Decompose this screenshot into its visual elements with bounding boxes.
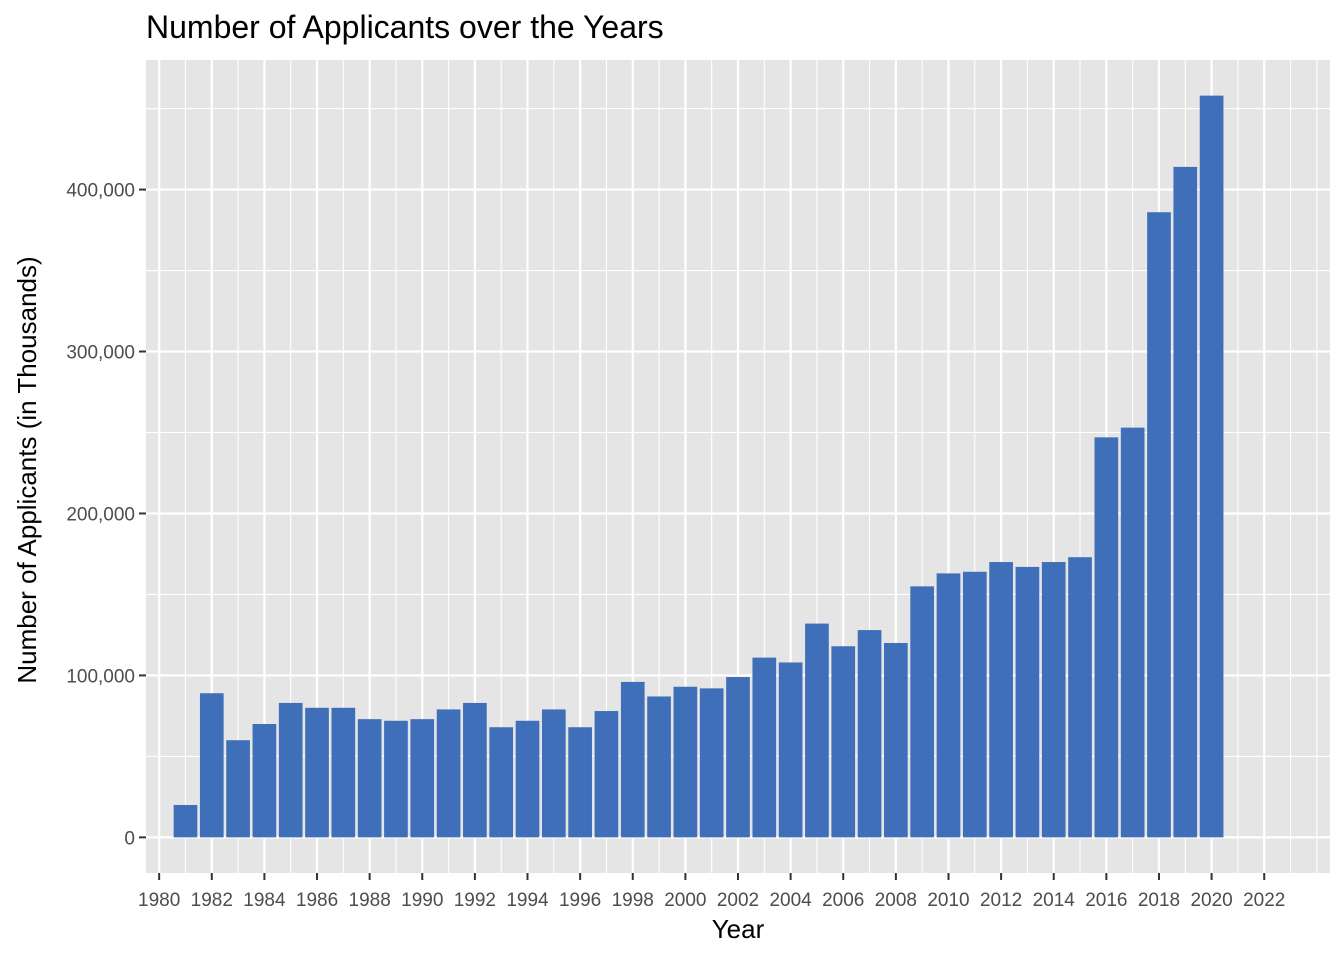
bar-1986: [305, 707, 329, 838]
x-tick-label: 2004: [769, 890, 812, 911]
bar-1985: [278, 702, 303, 838]
x-axis: 1980 1982 1984 1986 1988 1990 1992 1994 1996 1998…: [138, 873, 1285, 911]
x-tick-label: 2014: [1033, 890, 1076, 911]
x-tick-label: 1982: [191, 890, 233, 911]
bar-2003: [752, 657, 777, 838]
bar-1993: [489, 727, 514, 838]
x-tick-label: 2000: [664, 890, 706, 911]
bar-2006: [831, 646, 856, 838]
bar-1989: [384, 720, 408, 838]
bar-1998: [620, 681, 645, 838]
bar-2014: [1041, 562, 1066, 838]
bar-2010: [936, 573, 961, 838]
y-tick-label: 300,000: [66, 343, 135, 364]
bar-2019: [1173, 166, 1198, 838]
bar-1983: [226, 740, 250, 838]
x-tick-label: 2010: [927, 890, 969, 911]
bar-1988: [357, 719, 382, 838]
x-tick-label: 1992: [454, 890, 496, 911]
x-tick-label: 1984: [243, 890, 286, 911]
bar-2015: [1068, 557, 1092, 838]
bar-1991: [436, 709, 461, 838]
y-tick-label: 400,000: [66, 181, 135, 202]
x-tick-label: 2002: [717, 890, 759, 911]
x-tick-label: 2012: [980, 890, 1022, 911]
x-tick-label: 1988: [349, 890, 391, 911]
bar-1995: [541, 709, 566, 838]
y-axis-title: Number of Applicants (in Thousands): [12, 256, 42, 683]
x-tick-label: 1980: [138, 890, 180, 911]
bar-2004: [778, 662, 803, 838]
bar-1984: [252, 724, 277, 838]
bar-1990: [410, 719, 435, 838]
y-tick-label: 100,000: [66, 666, 135, 687]
bar-2011: [962, 571, 987, 838]
bar-2012: [989, 562, 1013, 838]
bar-1982: [199, 693, 224, 838]
x-tick-label: 2016: [1085, 890, 1127, 911]
y-axis: 0 100,000 200,000 300,000 400,000: [66, 181, 146, 849]
bar-1999: [647, 696, 671, 838]
bar-2002: [726, 677, 750, 838]
x-tick-label: 1998: [612, 890, 654, 911]
x-tick-label: 2018: [1138, 890, 1180, 911]
bar-2018: [1147, 212, 1171, 838]
bar-1987: [331, 707, 356, 838]
bar-2000: [673, 686, 698, 838]
bar-2017: [1120, 427, 1145, 838]
chart-title: Number of Applicants over the Years: [146, 9, 664, 45]
x-tick-label: 1994: [506, 890, 549, 911]
bar-2016: [1094, 437, 1119, 838]
x-tick-label: 2008: [875, 890, 917, 911]
bar-2013: [1015, 566, 1040, 838]
bar-2008: [884, 643, 908, 838]
bar-1981: [173, 804, 198, 838]
bar-1992: [463, 702, 487, 838]
bar-2007: [857, 630, 882, 838]
bar-1997: [594, 711, 619, 838]
x-tick-label: 1990: [401, 890, 443, 911]
x-tick-label: 1986: [296, 890, 338, 911]
bars: [173, 95, 1224, 838]
bar-2005: [805, 623, 829, 838]
x-tick-label: 1996: [559, 890, 601, 911]
bar-1996: [568, 727, 592, 838]
y-tick-label: 0: [124, 828, 135, 849]
bar-2001: [699, 688, 724, 838]
x-tick-label: 2022: [1243, 890, 1285, 911]
y-tick-label: 200,000: [66, 504, 135, 525]
x-axis-title: Year: [712, 914, 765, 944]
bar-1994: [515, 720, 540, 838]
bar-2020: [1199, 95, 1224, 838]
bar-2009: [910, 586, 935, 838]
x-tick-label: 2020: [1190, 890, 1232, 911]
x-tick-label: 2006: [822, 890, 864, 911]
